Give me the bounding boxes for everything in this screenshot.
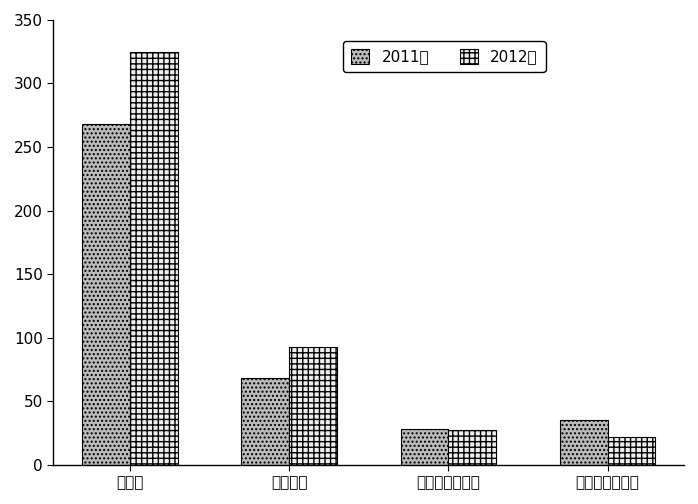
Bar — [82, 124, 130, 465]
Legend: 2011년, 2012년: 2011년, 2012년 — [343, 41, 546, 72]
Bar — [448, 430, 496, 465]
Bar — [401, 429, 448, 465]
Bar — [242, 379, 289, 465]
Bar — [289, 347, 337, 465]
Bar — [608, 437, 655, 465]
Bar — [560, 420, 608, 465]
Bar — [130, 52, 177, 465]
